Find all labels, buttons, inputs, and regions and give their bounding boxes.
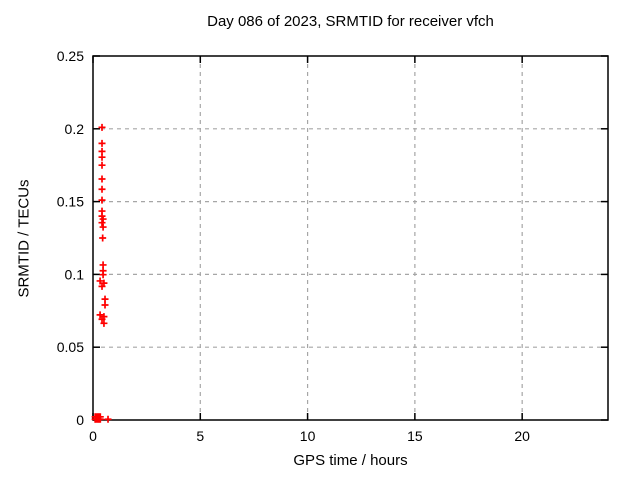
x-tick-label: 0 <box>89 428 97 444</box>
data-point-plus <box>98 315 106 323</box>
data-point-plus <box>98 196 106 204</box>
data-point-plus <box>98 153 106 161</box>
y-tick-label: 0.1 <box>65 266 85 282</box>
data-point-plus <box>98 161 106 169</box>
data-point-plus <box>98 185 106 193</box>
data-point-plus <box>99 215 107 223</box>
x-tick-label: 10 <box>300 428 316 444</box>
x-tick-label: 20 <box>514 428 530 444</box>
data-point-plus <box>98 175 106 183</box>
data-point-plus <box>96 277 104 285</box>
data-point-plus <box>98 219 106 227</box>
data-point-plus <box>99 223 107 231</box>
data-point-plus <box>99 234 107 242</box>
data-point-plus <box>98 139 106 147</box>
data-point-plus <box>98 123 106 131</box>
y-tick-label: 0.2 <box>65 121 85 137</box>
y-tick-label: 0.15 <box>57 194 84 210</box>
x-axis-label: GPS time / hours <box>293 452 408 469</box>
y-tick-label: 0.25 <box>57 48 84 64</box>
chart-title: Day 086 of 2023, SRMTID for receiver vfc… <box>207 13 494 30</box>
y-tick-label: 0 <box>76 412 84 428</box>
y-tick-label: 0.05 <box>57 339 84 355</box>
data-point-plus <box>104 415 112 423</box>
x-tick-label: 15 <box>407 428 423 444</box>
data-point-plus <box>99 271 107 279</box>
data-point-plus <box>98 282 106 290</box>
data-point-plus <box>96 311 104 319</box>
x-tick-label: 5 <box>196 428 204 444</box>
data-point-plus <box>96 413 104 421</box>
plot-border <box>92 55 609 421</box>
data-point-plus <box>100 319 108 327</box>
data-point-plus <box>101 301 109 309</box>
